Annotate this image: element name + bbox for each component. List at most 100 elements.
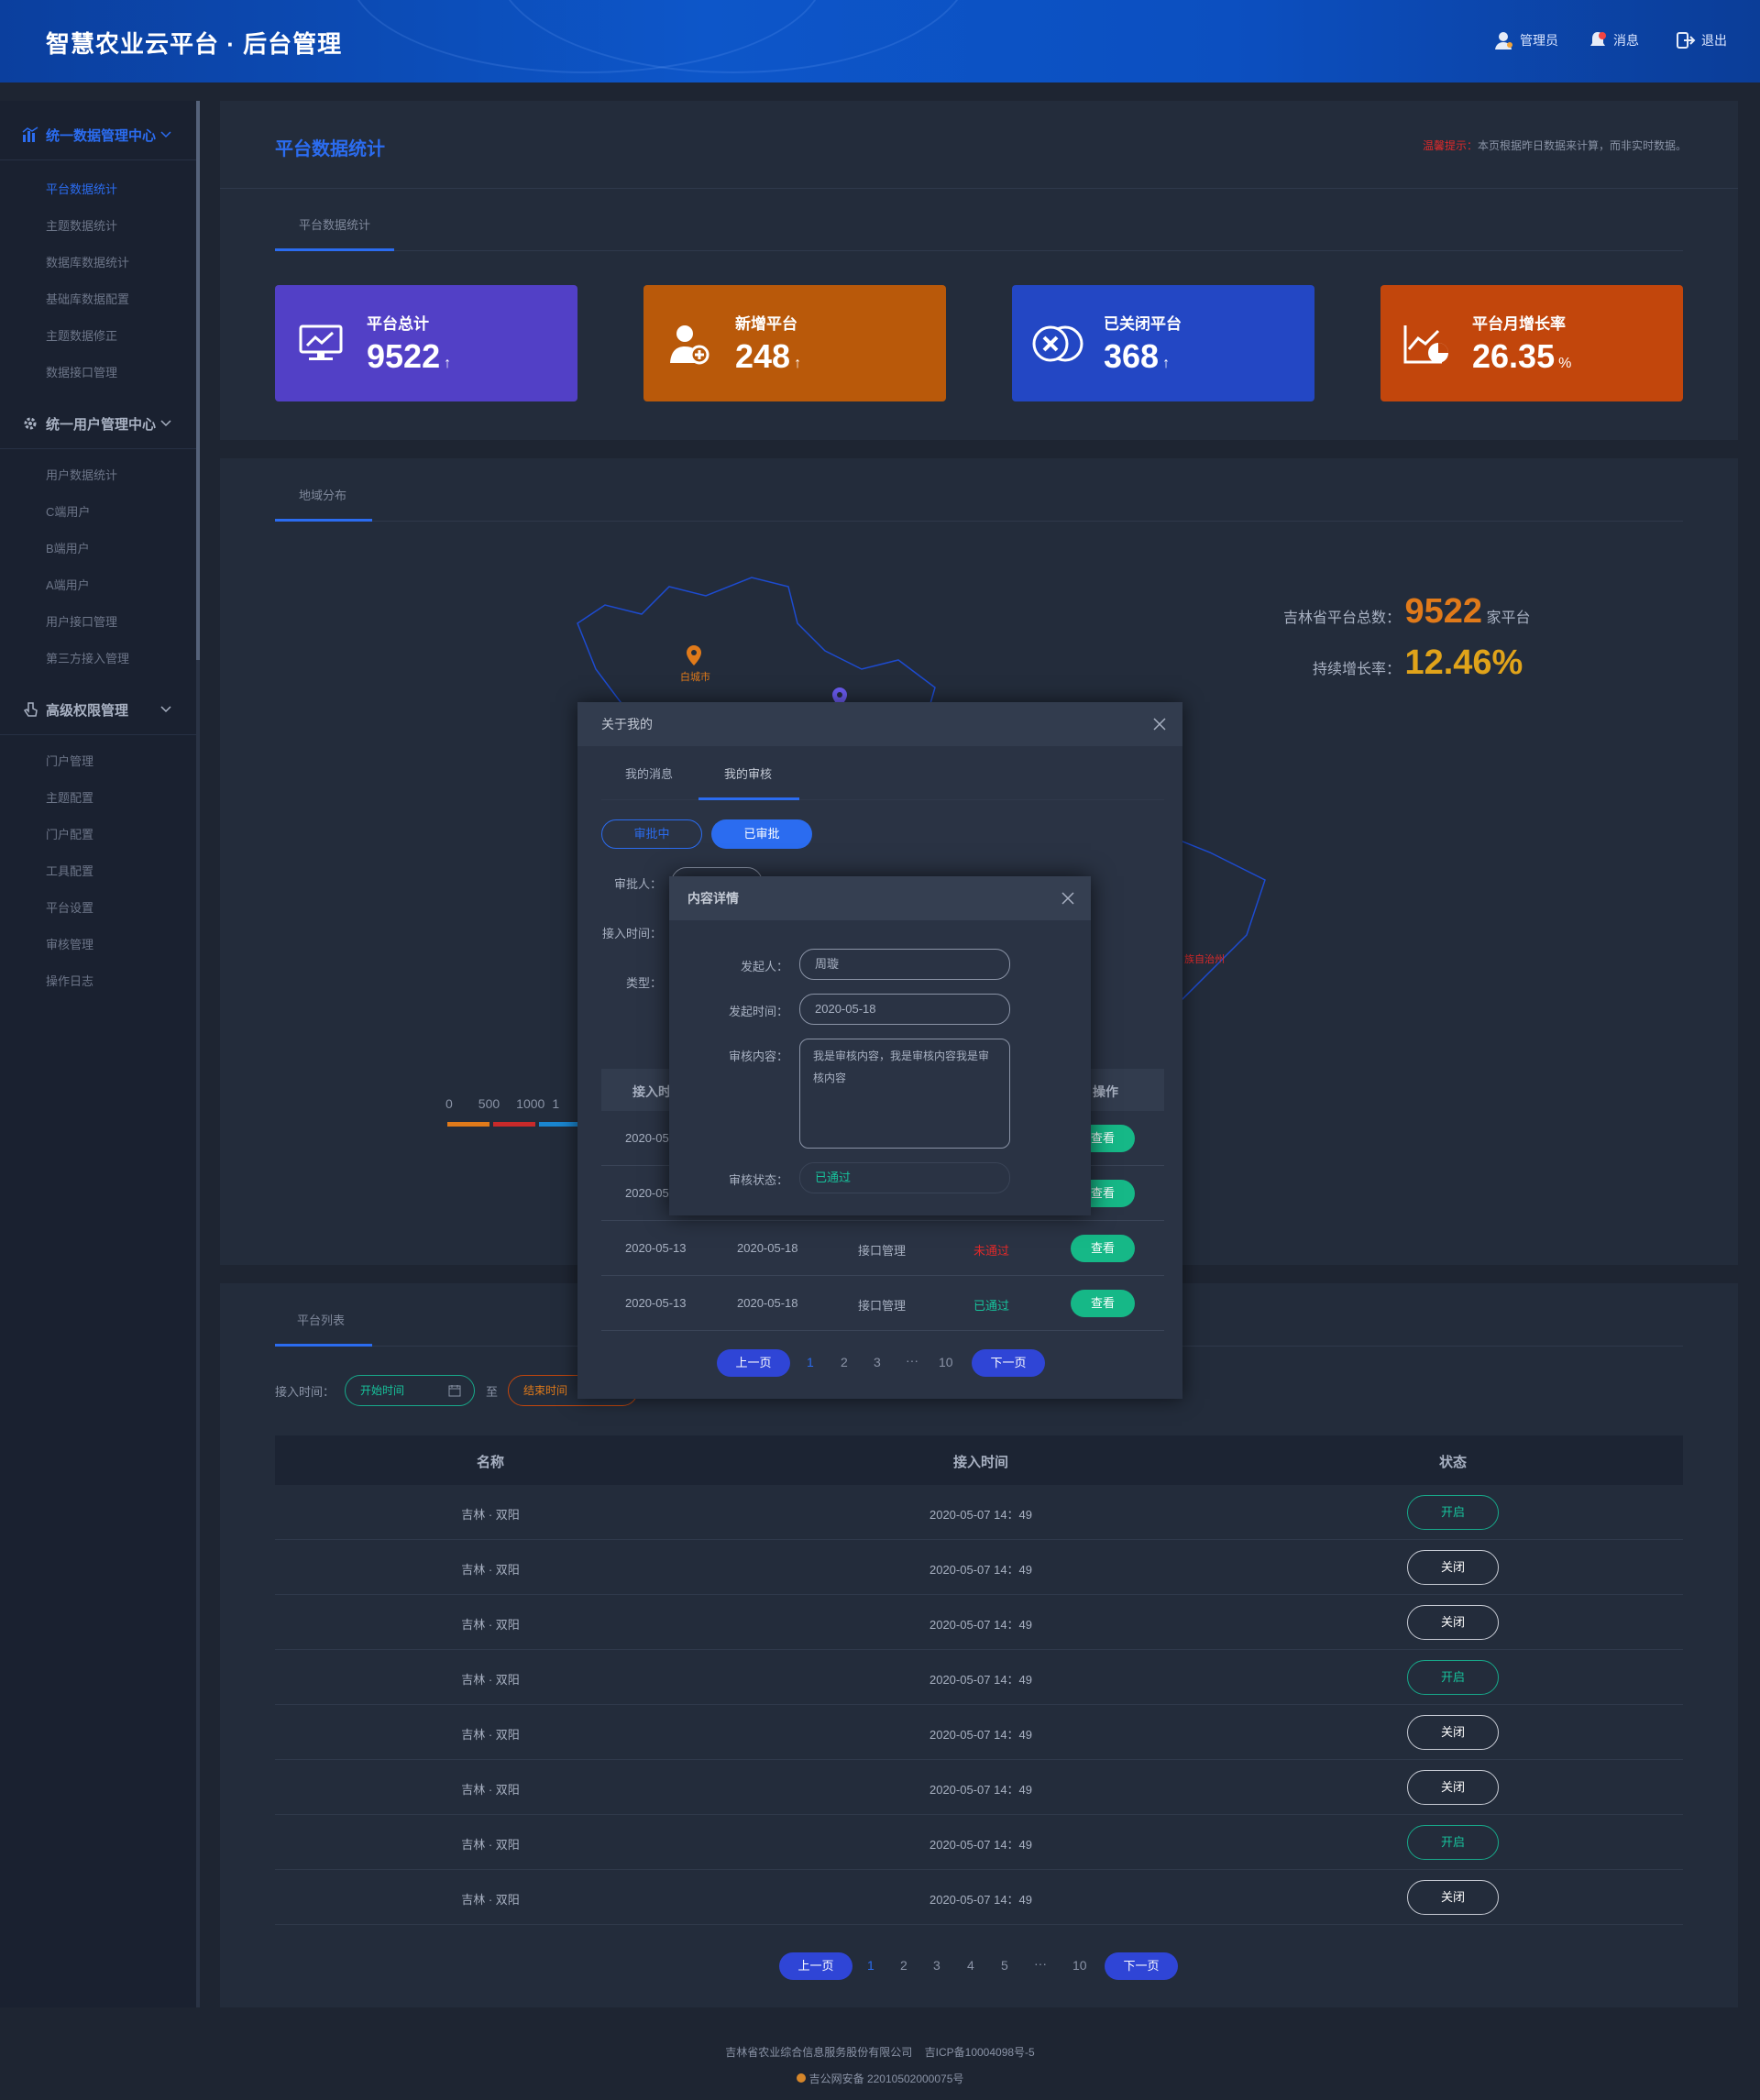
- dialog-title: 关于我的: [601, 717, 653, 731]
- view-button[interactable]: 查看: [1071, 1235, 1135, 1262]
- next-page-button[interactable]: 下一页: [972, 1349, 1045, 1377]
- cell-type: 接口管理: [858, 1244, 907, 1258]
- page-number[interactable]: 10: [1072, 1958, 1087, 1973]
- stat-value: 9522: [367, 337, 441, 375]
- close-icon[interactable]: [1153, 718, 1166, 731]
- footer-police[interactable]: 吉公网安备 22010502000075号: [808, 2073, 964, 2085]
- sidebar-item[interactable]: A端用户: [46, 578, 90, 592]
- view-button[interactable]: 查看: [1071, 1290, 1135, 1317]
- status-toggle-button[interactable]: 开启: [1407, 1660, 1499, 1695]
- cell-type: 接口管理: [858, 1299, 907, 1313]
- status-toggle-button[interactable]: 关闭: [1407, 1605, 1499, 1640]
- sidebar-item[interactable]: 主题配置: [46, 791, 94, 805]
- sidebar-item[interactable]: B端用户: [46, 542, 90, 555]
- status-toggle-button[interactable]: 关闭: [1407, 1550, 1499, 1585]
- legend-swatch: [447, 1122, 490, 1127]
- sidebar-item[interactable]: 用户数据统计: [46, 468, 118, 482]
- legend-tick: 500: [478, 1096, 500, 1111]
- prev-page-button[interactable]: 上一页: [717, 1349, 790, 1377]
- stat-value: 26.35: [1472, 337, 1556, 375]
- sidebar-item[interactable]: 基础库数据配置: [46, 292, 130, 306]
- time-field[interactable]: 2020-05-18: [799, 994, 1010, 1025]
- status-toggle-button[interactable]: 关闭: [1407, 1770, 1499, 1805]
- table-row: 吉林 · 双阳 2020-05-07 14：49 开启: [275, 1650, 1683, 1705]
- messages-menu[interactable]: 消息: [1588, 30, 1639, 50]
- sidebar-group-users[interactable]: 统一用户管理中心: [0, 399, 196, 449]
- tab-divider: [275, 521, 1683, 522]
- sidebar-item[interactable]: 数据库数据统计: [46, 256, 130, 269]
- sidebar-item[interactable]: 数据接口管理: [46, 366, 118, 379]
- tab-platform-list[interactable]: 平台列表: [297, 1314, 346, 1327]
- cell-time: 2020-05-07 14：49: [929, 1618, 1033, 1632]
- tab-my-reviews[interactable]: 我的审核: [724, 767, 773, 781]
- tab-platform-stats[interactable]: 平台数据统计: [299, 218, 371, 232]
- sender-label: 发起人：: [740, 960, 788, 973]
- user-menu[interactable]: 管理员: [1494, 30, 1558, 50]
- sidebar-item[interactable]: C端用户: [46, 505, 91, 519]
- stat-value: 368: [1104, 337, 1160, 375]
- prev-page-button[interactable]: 上一页: [779, 1952, 852, 1980]
- add-user-icon: [670, 324, 710, 364]
- filter-approved-button[interactable]: 已审批: [711, 819, 812, 849]
- sidebar-item[interactable]: 审核管理: [46, 938, 94, 951]
- cell-start-date: 2020-05-13: [625, 1241, 687, 1255]
- status-toggle-button[interactable]: 关闭: [1407, 1880, 1499, 1915]
- sidebar-item[interactable]: 平台设置: [46, 901, 94, 915]
- cell-name: 吉林 · 双阳: [461, 1508, 520, 1522]
- start-date-input[interactable]: 开始时间: [345, 1375, 475, 1406]
- sidebar-item[interactable]: 工具配置: [46, 864, 94, 878]
- legend-swatch: [539, 1122, 581, 1127]
- sidebar-item[interactable]: 主题数据统计: [46, 219, 118, 233]
- sidebar-item[interactable]: 用户接口管理: [46, 615, 118, 629]
- sidebar-item[interactable]: 主题数据修正: [46, 329, 118, 343]
- page-number[interactable]: 3: [874, 1355, 881, 1369]
- table-row: 吉林 · 双阳 2020-05-07 14：49 关闭: [275, 1760, 1683, 1815]
- table-header: [275, 1435, 1683, 1485]
- tab-region[interactable]: 地域分布: [299, 489, 347, 502]
- next-page-button[interactable]: 下一页: [1105, 1952, 1178, 1980]
- filter-pending-button[interactable]: 审批中: [601, 819, 702, 849]
- page-number[interactable]: 5: [1001, 1958, 1008, 1973]
- stat-card-total: 平台总计 9522 ↑: [275, 285, 578, 401]
- page-number[interactable]: 10: [939, 1355, 953, 1369]
- tab-my-messages[interactable]: 我的消息: [625, 767, 674, 781]
- cell-end-date: 2020-05-18: [737, 1241, 798, 1255]
- legend-ticks: 0 500 1000 1: [446, 1096, 559, 1111]
- sidebar-item-platform-stats[interactable]: 平台数据统计: [46, 182, 118, 196]
- table-row: 吉林 · 双阳 2020-05-07 14：49 关闭: [275, 1705, 1683, 1760]
- sender-value: 周璇: [815, 957, 840, 971]
- cell-time: 2020-05-07 14：49: [929, 1563, 1033, 1577]
- status-toggle-button[interactable]: 关闭: [1407, 1715, 1499, 1750]
- calendar-icon: [448, 1385, 461, 1397]
- status-toggle-button[interactable]: 开启: [1407, 1495, 1499, 1530]
- time-label: 发起时间：: [728, 1005, 788, 1018]
- stat-unit: ↑: [794, 356, 802, 371]
- sender-field[interactable]: 周璇: [799, 949, 1010, 980]
- approver-label: 审批人：: [613, 877, 662, 891]
- close-icon[interactable]: [1062, 892, 1074, 905]
- footer-icp[interactable]: 吉ICP备10004098号-5: [924, 2046, 1035, 2059]
- status-label: 审核状态：: [728, 1173, 788, 1187]
- city-label: 族自治州: [1184, 954, 1225, 965]
- page-number[interactable]: 4: [967, 1958, 974, 1973]
- content-textarea[interactable]: 我是审核内容，我是审核内容我是审核内容: [799, 1039, 1010, 1149]
- sidebar-item[interactable]: 门户配置: [46, 828, 94, 841]
- sidebar: 统一数据管理中心 平台数据统计 主题数据统计 数据库数据统计 基础库数据配置 主…: [0, 101, 200, 2007]
- status-toggle-button[interactable]: 开启: [1407, 1825, 1499, 1860]
- cell-end-date: 2020-05-18: [737, 1296, 798, 1310]
- page-number[interactable]: 1: [807, 1355, 814, 1369]
- sidebar-item[interactable]: 第三方接入管理: [46, 652, 130, 665]
- page-number[interactable]: 2: [841, 1355, 848, 1369]
- page-number[interactable]: 1: [867, 1958, 874, 1973]
- sidebar-scrollbar[interactable]: [196, 101, 200, 660]
- dialog-header: 内容详情: [669, 876, 1091, 920]
- sidebar-item[interactable]: 门户管理: [46, 754, 94, 768]
- page-number[interactable]: 3: [933, 1958, 940, 1973]
- page-number[interactable]: 2: [900, 1958, 908, 1973]
- sidebar-group-data[interactable]: 统一数据管理中心: [0, 110, 196, 160]
- column-header-time: 接入时: [632, 1084, 671, 1099]
- sidebar-item[interactable]: 操作日志: [46, 974, 94, 988]
- sidebar-group-permissions[interactable]: 高级权限管理: [0, 685, 196, 735]
- city-label: 白城市: [680, 672, 710, 683]
- logout-button[interactable]: 退出: [1676, 30, 1727, 50]
